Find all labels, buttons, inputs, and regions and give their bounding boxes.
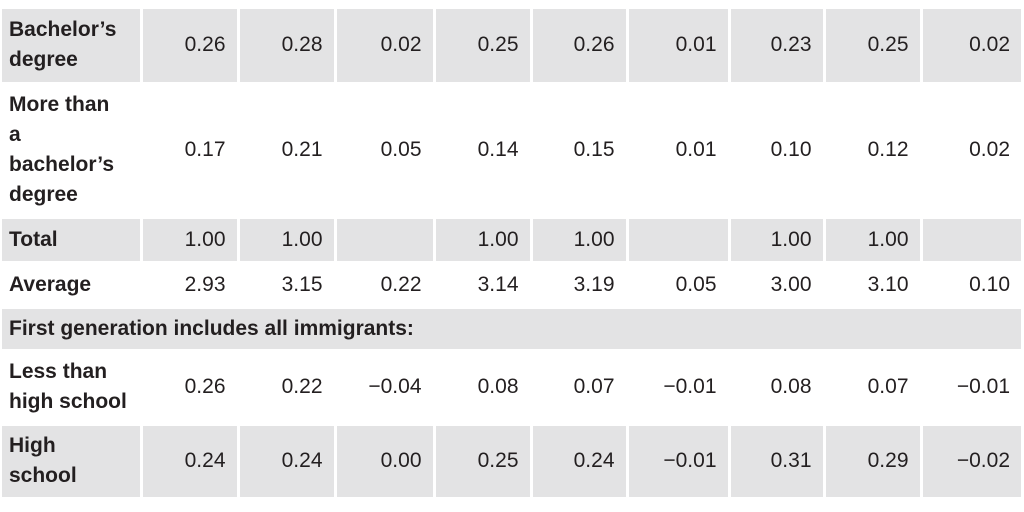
table-cell: 0.28 <box>236 9 335 83</box>
table-cell: 1.00 <box>139 217 238 262</box>
table-cell: 0.24 <box>529 424 627 498</box>
table-cell: −0.01 <box>625 424 729 498</box>
table-cell: 3.15 <box>236 262 335 307</box>
table-cell: 0.26 <box>529 9 627 83</box>
table-cell: −0.01 <box>919 350 1021 424</box>
table-cell: 0.25 <box>432 424 531 498</box>
table-cell: −0.04 <box>333 350 434 424</box>
table-cell: 0.07 <box>529 350 627 424</box>
table-cell: 1.00 <box>822 217 921 262</box>
table-cell: 0.01 <box>625 83 729 217</box>
section-heading: First generation includes all immigrants… <box>2 307 1021 350</box>
table-cell: −0.02 <box>919 424 1021 498</box>
table-cell: 0.21 <box>236 83 335 217</box>
row-label: More than a bachelor’s degree <box>9 93 115 206</box>
table-cell: 0.25 <box>822 9 921 83</box>
table-cell: 1.00 <box>432 217 531 262</box>
table-cell: 1.00 <box>727 217 824 262</box>
table-cell: 0.31 <box>727 424 824 498</box>
row-label: High school <box>2 424 141 498</box>
table-row: Bachelor’s degree 0.26 0.28 0.02 0.25 0.… <box>2 9 1021 83</box>
table-cell: 3.00 <box>727 262 824 307</box>
table-cell <box>919 217 1021 262</box>
table-cell: 2.93 <box>139 262 238 307</box>
table-cell: 1.00 <box>529 217 627 262</box>
row-label: Less than high school <box>9 360 127 413</box>
table-cell: 3.14 <box>432 262 531 307</box>
table-cell: 0.15 <box>529 83 627 217</box>
table-cell: 0.26 <box>139 9 238 83</box>
table-cell: 1.00 <box>236 217 335 262</box>
table-cell: 0.29 <box>822 424 921 498</box>
table-cell: 0.22 <box>333 262 434 307</box>
table-row: High school 0.24 0.24 0.00 0.25 0.24 −0.… <box>2 424 1021 498</box>
row-label: Total <box>2 217 141 262</box>
table-cell: 0.24 <box>139 424 238 498</box>
table-cell: 0.08 <box>727 350 824 424</box>
table-cell: −0.01 <box>625 350 729 424</box>
row-label: Bachelor’s degree <box>2 9 141 83</box>
table-cell: 0.12 <box>822 83 921 217</box>
table-row: More than a bachelor’s degree 0.17 0.21 … <box>2 83 1021 217</box>
table-cell: 0.23 <box>727 9 824 83</box>
table-cell: 0.08 <box>432 350 531 424</box>
table-cell: 0.25 <box>432 9 531 83</box>
table-cell: 0.07 <box>822 350 921 424</box>
table-cell: 0.05 <box>333 83 434 217</box>
table-cell: 0.00 <box>333 424 434 498</box>
table-cell: 3.19 <box>529 262 627 307</box>
table-cell: 0.05 <box>625 262 729 307</box>
table-cell: 0.01 <box>625 9 729 83</box>
table-cell: 0.10 <box>919 262 1021 307</box>
table-cell: 0.26 <box>139 350 238 424</box>
table-row: Average 2.93 3.15 0.22 3.14 3.19 0.05 3.… <box>2 262 1021 307</box>
table-cell: 0.02 <box>919 9 1021 83</box>
data-table: Bachelor’s degree 0.26 0.28 0.02 0.25 0.… <box>2 9 1021 500</box>
table-cell: 0.17 <box>139 83 238 217</box>
row-label: Average <box>9 272 92 296</box>
table-cell: 0.02 <box>333 9 434 83</box>
table-cell <box>625 217 729 262</box>
table-cell: 3.10 <box>822 262 921 307</box>
table-cell: 0.10 <box>727 83 824 217</box>
table-cell: 0.24 <box>236 424 335 498</box>
table-cell: 0.02 <box>919 83 1021 217</box>
table-cell <box>333 217 434 262</box>
table-cell: 0.14 <box>432 83 531 217</box>
table-cell: 0.22 <box>236 350 335 424</box>
section-row: First generation includes all immigrants… <box>2 307 1021 350</box>
table-row: Less than high school 0.26 0.22 −0.04 0.… <box>2 350 1021 424</box>
table-row: Total 1.00 1.00 1.00 1.00 1.00 1.00 <box>2 217 1021 262</box>
